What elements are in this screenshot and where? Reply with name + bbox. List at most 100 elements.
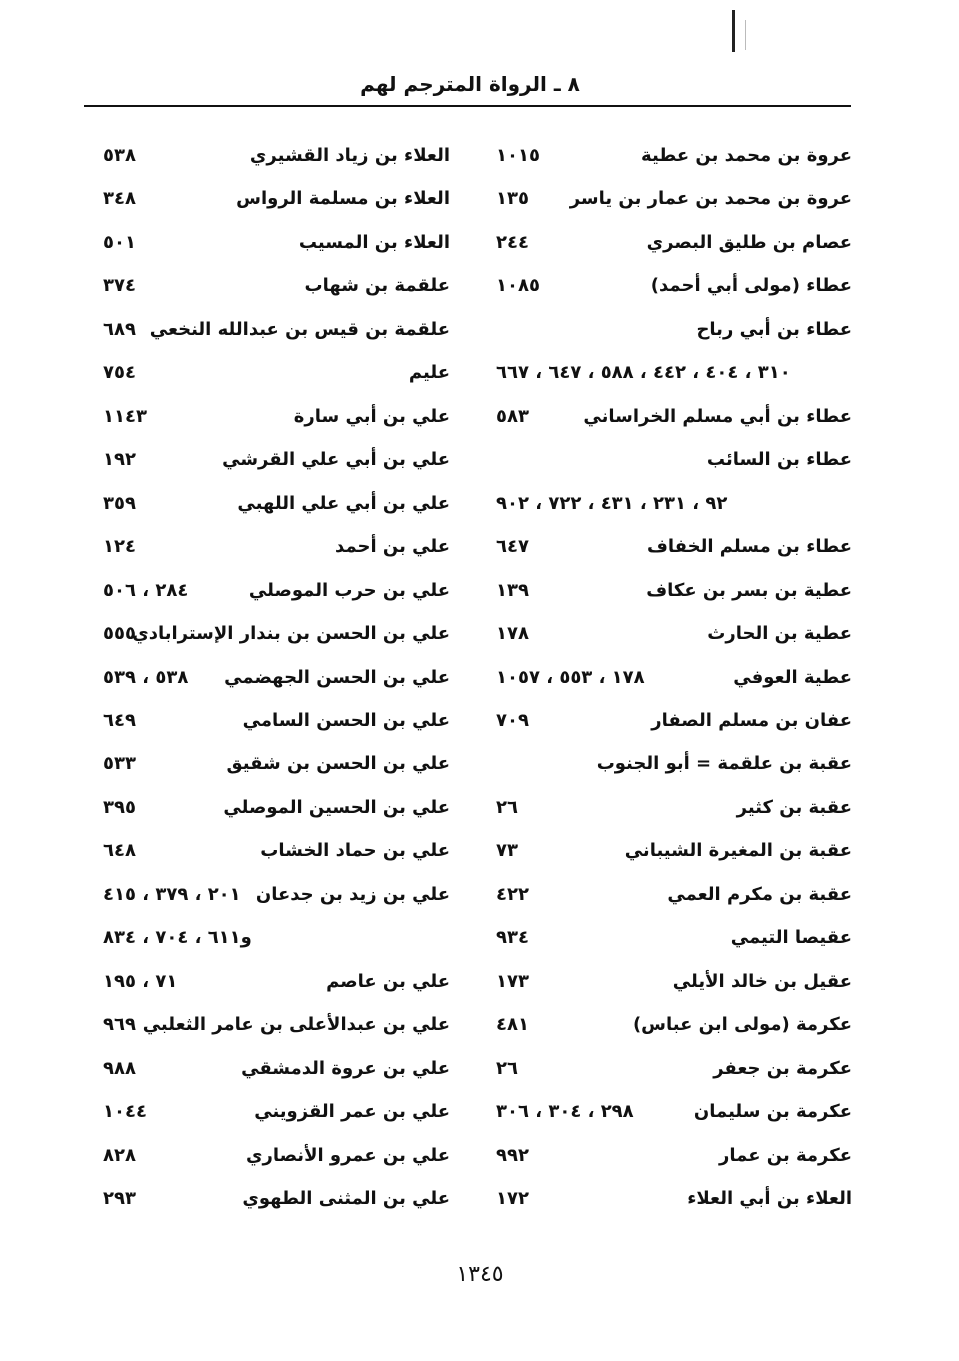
scan-artifact xyxy=(732,10,735,52)
index-entry: عطية العوفي ١٧٨ ، ٥٥٣ ، ١٠٥٧ xyxy=(0,667,959,697)
index-entry: عطية بن بسر بن عكاف ١٣٩ xyxy=(0,580,959,610)
page-references: ٧٥٤ xyxy=(103,362,136,384)
page-references: ٣٩٥ xyxy=(103,796,136,818)
page-references: ٣٥٩ xyxy=(103,492,136,514)
index-entry: ٣١٠ ، ٤٠٤ ، ٤٤٢ ، ٥٨٨ ، ٦٤٧ ، ٦٦٧ xyxy=(0,362,959,392)
narrator-name: علي بن الحسن السامي xyxy=(242,709,450,731)
index-entry: علقمة بن شهاب ٣٧٤ xyxy=(0,275,959,305)
narrator-name: عطية بن بسر بن عكاف xyxy=(646,579,852,601)
index-entry: علي بن المثنى الطهوي ٢٩٣ xyxy=(0,1188,959,1218)
narrator-name: عروة بن محمد بن عمار بن ياسر xyxy=(569,188,852,210)
index-entry: علي بن الحسن الجهضمي ٥٣٨ ، ٥٣٩ xyxy=(0,667,959,697)
narrator-name: علي بن حرب الموصلي xyxy=(248,579,450,601)
index-entry: عقبة بن علقمة = أبو الجنوب xyxy=(0,753,959,783)
narrator-name: علي بن حماد الخشاب xyxy=(260,840,450,862)
narrator-name: العلاء بن زياد القشيري xyxy=(249,145,450,166)
index-entry: عطية بن الحارث ١٧٨ xyxy=(0,623,959,653)
index-entry: عطاء بن أبي رباح xyxy=(0,319,959,349)
narrator-name: عطاء بن السائب xyxy=(706,449,852,471)
page-references: ٦٤٨ xyxy=(103,840,136,862)
page-references: ٣٧٤ xyxy=(103,275,136,297)
narrator-name: علي بن أبي علي القرشي xyxy=(222,449,450,471)
page-references: ٥٠١ xyxy=(103,231,136,253)
page-references: ١٩٢ xyxy=(103,449,136,471)
index-entry: عقيصا التيمي ٩٣٤ xyxy=(0,927,959,957)
index-entry: علي بن الحسين الموصلي ٣٩٥ xyxy=(0,797,959,827)
page-references: ٣١٠ ، ٤٠٤ ، ٤٤٢ ، ٥٨٨ ، ٦٤٧ ، ٦٦٧ xyxy=(496,362,791,384)
page-references: ١٠٤٤ xyxy=(103,1101,147,1123)
page-references: ١٠٨٥ xyxy=(496,275,540,297)
narrator-name: عكرمة بن سليمان xyxy=(693,1101,852,1123)
page-references: ٢٩٨ ، ٣٠٤ ، ٣٠٦ xyxy=(496,1101,634,1123)
page-references: ٥٥٥ xyxy=(103,623,136,645)
index-entry: ٩٢ ، ٢٣١ ، ٤٣١ ، ٧٢٢ ، ٩٠٢ xyxy=(0,493,959,523)
narrator-name: علقمة بن شهاب xyxy=(304,275,450,297)
index-entry: عليم ٧٥٤ xyxy=(0,362,959,392)
page-references: ١٧٢ xyxy=(496,1188,529,1210)
index-entry: عكرمة بن جعفر ٢٦ xyxy=(0,1058,959,1088)
narrator-name: عطية العوفي xyxy=(733,666,852,688)
page-references: ٢٦ xyxy=(496,1057,518,1079)
page-references: ١٧٣ xyxy=(496,970,529,992)
narrator-name: عطاء بن مسلم الخفاف xyxy=(647,536,852,558)
page-references: ٢٤٤ xyxy=(496,231,529,253)
index-entry: عروة بن محمد بن عطية ١٠١٥ xyxy=(0,145,959,175)
index-entry: علي بن الحسن بن شقيق ٥٣٣ xyxy=(0,753,959,783)
index-entry: العلاء بن أبي العلاء ١٧٢ xyxy=(0,1188,959,1218)
narrator-name: عطاء بن أبي مسلم الخراساني xyxy=(583,405,852,427)
index-entry: و٦١١ ، ٧٠٤ ، ٨٣٤ xyxy=(0,927,959,957)
narrator-name: عقيل بن خالد الأيلي xyxy=(672,970,852,992)
narrator-name: علي بن المثنى الطهوي xyxy=(242,1188,450,1210)
page-references: ٢٩٣ xyxy=(103,1188,136,1210)
page-number: ١٣٤٥ xyxy=(456,1262,504,1287)
index-entry: علي بن أبي سارة ١١٤٣ xyxy=(0,406,959,436)
page-references: ٨٢٨ xyxy=(103,1144,136,1166)
index-entry: عقيل بن خالد الأيلي ١٧٣ xyxy=(0,971,959,1001)
narrator-name: علي بن أحمد xyxy=(335,536,450,558)
index-entry: علقمة بن قيس بن عبدالله النخعي ٦٨٩ xyxy=(0,319,959,349)
narrator-name: العلاء بن المسيب xyxy=(298,231,450,253)
index-entry: علي بن عبدالأعلى بن عامر الثعلبي ٩٦٩ xyxy=(0,1014,959,1044)
index-entry: عكرمة (مولى ابن عباس) ٤٨١ xyxy=(0,1014,959,1044)
page-references: ٤٨١ xyxy=(496,1014,529,1036)
narrator-name: عليم xyxy=(408,362,450,384)
narrator-name: علي بن أبي سارة xyxy=(293,405,450,427)
page-references: ١٣٥ xyxy=(496,188,529,210)
page-references: ١٧٨ xyxy=(496,623,529,645)
narrator-name: علي بن زيد بن جدعان xyxy=(255,883,450,905)
narrator-name: علي بن أبي علي اللهبي xyxy=(237,492,450,514)
narrator-name: عكرمة (مولى ابن عباس) xyxy=(632,1014,852,1036)
index-entry: عصام بن طليق البصري ٢٤٤ xyxy=(0,232,959,262)
narrator-name: علي بن عمر القزويني xyxy=(254,1101,450,1123)
index-entry: علي بن حرب الموصلي ٢٨٤ ، ٥٠٦ xyxy=(0,580,959,610)
narrator-name: عطية بن الحارث xyxy=(707,623,852,645)
page-references: ٥٣٨ xyxy=(103,145,136,166)
index-entry: علي بن عاصم ٧١ ، ١٩٥ xyxy=(0,971,959,1001)
index-entry: علي بن أبي علي اللهبي ٣٥٩ xyxy=(0,493,959,523)
section-title: ٨ ـ الرواة المترجم لهم xyxy=(360,72,580,96)
page-references: ٧١ ، ١٩٥ xyxy=(103,970,178,992)
index-entry: العلاء بن مسلمة الرواس ٣٤٨ xyxy=(0,188,959,218)
index-entry: عطاء (مولى أبي أحمد) ١٠٨٥ xyxy=(0,275,959,305)
index-entry: العلاء بن زياد القشيري ٥٣٨ xyxy=(0,145,959,175)
index-entry: عطاء بن أبي مسلم الخراساني ٥٨٣ xyxy=(0,406,959,436)
index-entry: عكرمة بن سليمان ٢٩٨ ، ٣٠٤ ، ٣٠٦ xyxy=(0,1101,959,1131)
page-references: ٩٩٢ xyxy=(496,1144,529,1166)
page-references: ٥٨٣ xyxy=(496,405,529,427)
index-entry: علي بن أحمد ١٢٤ xyxy=(0,536,959,566)
page-references: ١١٤٣ xyxy=(103,405,147,427)
page-references: ٦٤٧ xyxy=(496,536,529,558)
page-references: ١٠١٥ xyxy=(496,145,540,166)
page-references: ٥٣٨ ، ٥٣٩ xyxy=(103,666,189,688)
page-references: ٢٠١ ، ٣٧٩ ، ٤١٥ xyxy=(103,883,241,905)
narrator-name: علي بن عمرو الأنصاري xyxy=(245,1144,450,1166)
index-entry: عقبة بن المغيرة الشيباني ٧٣ xyxy=(0,840,959,870)
index-entry: عفان بن مسلم الصفار ٧٠٩ xyxy=(0,710,959,740)
narrator-name: عطاء بن أبي رباح xyxy=(696,318,852,340)
page-references: ٧٣ xyxy=(496,840,518,862)
index-entry: علي بن الحسن السامي ٦٤٩ xyxy=(0,710,959,740)
narrator-name: عفان بن مسلم الصفار xyxy=(651,709,852,731)
narrator-name: عصام بن طليق البصري xyxy=(646,231,852,253)
page-references: ٩٣٤ xyxy=(496,927,529,949)
narrator-name: عقبة بن مكرم العمي xyxy=(667,883,852,905)
